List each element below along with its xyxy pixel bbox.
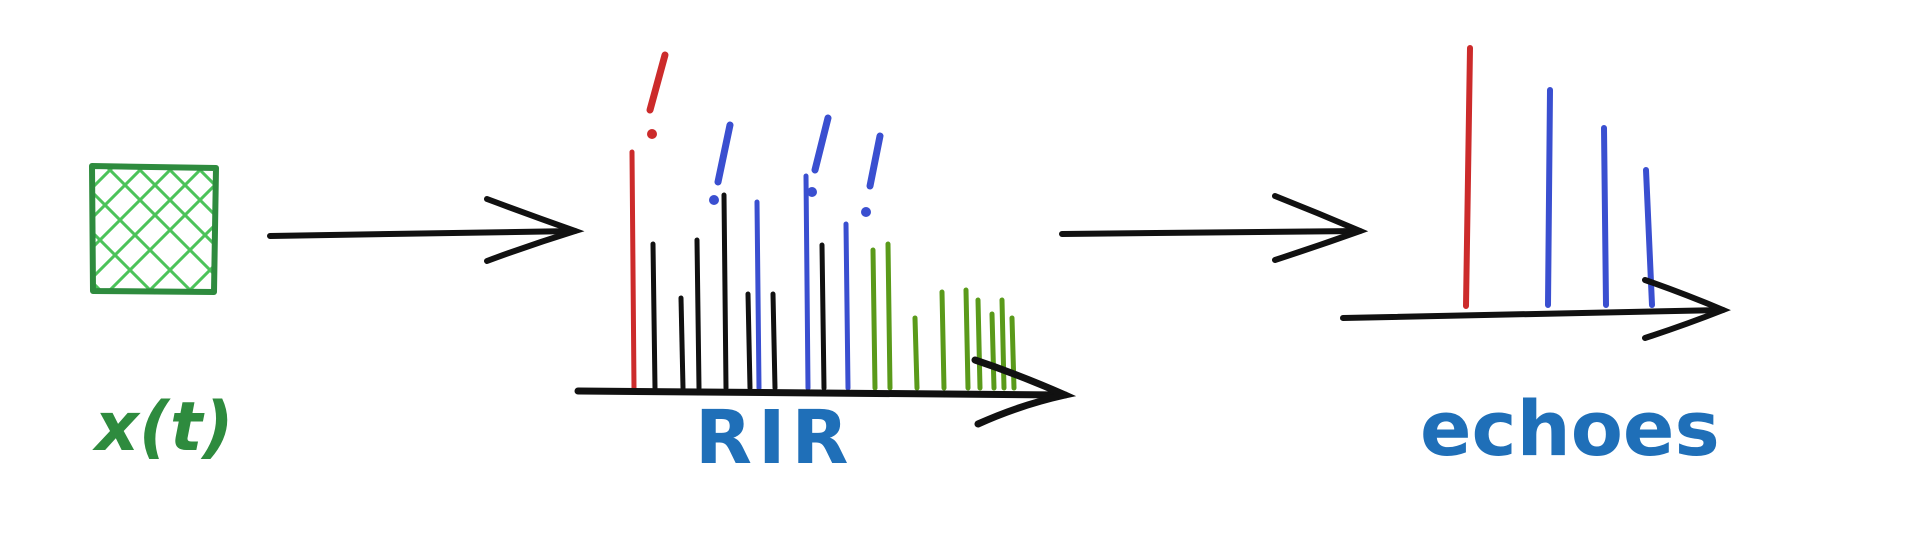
rir-spike: [629, 149, 637, 391]
rir-spike: [912, 315, 920, 391]
signal-block: [89, 163, 219, 295]
echo-spikes: [1463, 45, 1655, 309]
rir-spike: [754, 199, 762, 391]
echoes-label: echoes: [1420, 384, 1720, 473]
rir-spike: [843, 221, 851, 391]
rir-plot: [574, 51, 1077, 428]
rir-spike: [999, 297, 1007, 391]
rir-exclamations: [646, 51, 884, 217]
rir-spike: [939, 289, 947, 391]
noise-hatch: [92, 166, 216, 292]
rir-spike: [975, 297, 983, 391]
rir-label: RIR: [695, 395, 855, 481]
echoes-plot: [1340, 45, 1731, 341]
exclamation-mark: [646, 51, 669, 139]
rir-spike: [870, 247, 878, 391]
echo-spike: [1463, 45, 1473, 309]
signal-box-outline: [89, 163, 219, 295]
echo-spike: [1545, 87, 1553, 308]
arrow-rir-to-echoes: [1059, 193, 1369, 263]
exclamation-mark: [861, 132, 884, 217]
rir-spike: [721, 192, 729, 391]
rir-spike: [803, 173, 811, 391]
exclamation-mark: [807, 114, 832, 197]
rir-spike: [885, 241, 893, 391]
rir-spike: [989, 311, 997, 391]
echoes-time-axis: [1340, 277, 1731, 341]
rir-spike: [819, 242, 827, 391]
rir-spikes: [629, 149, 1017, 391]
rir-spike: [770, 291, 778, 391]
signal-label: x(t): [92, 388, 234, 467]
arrow-signal-to-rir: [267, 196, 585, 264]
exclamation-mark: [709, 121, 734, 205]
echo-spike: [1601, 125, 1609, 308]
rir-spike: [650, 241, 658, 391]
rir-spike: [963, 287, 971, 391]
rir-spike: [745, 291, 753, 391]
rir-spike: [694, 237, 702, 391]
rir-time-axis: [574, 356, 1077, 428]
rir-spike: [678, 295, 686, 391]
